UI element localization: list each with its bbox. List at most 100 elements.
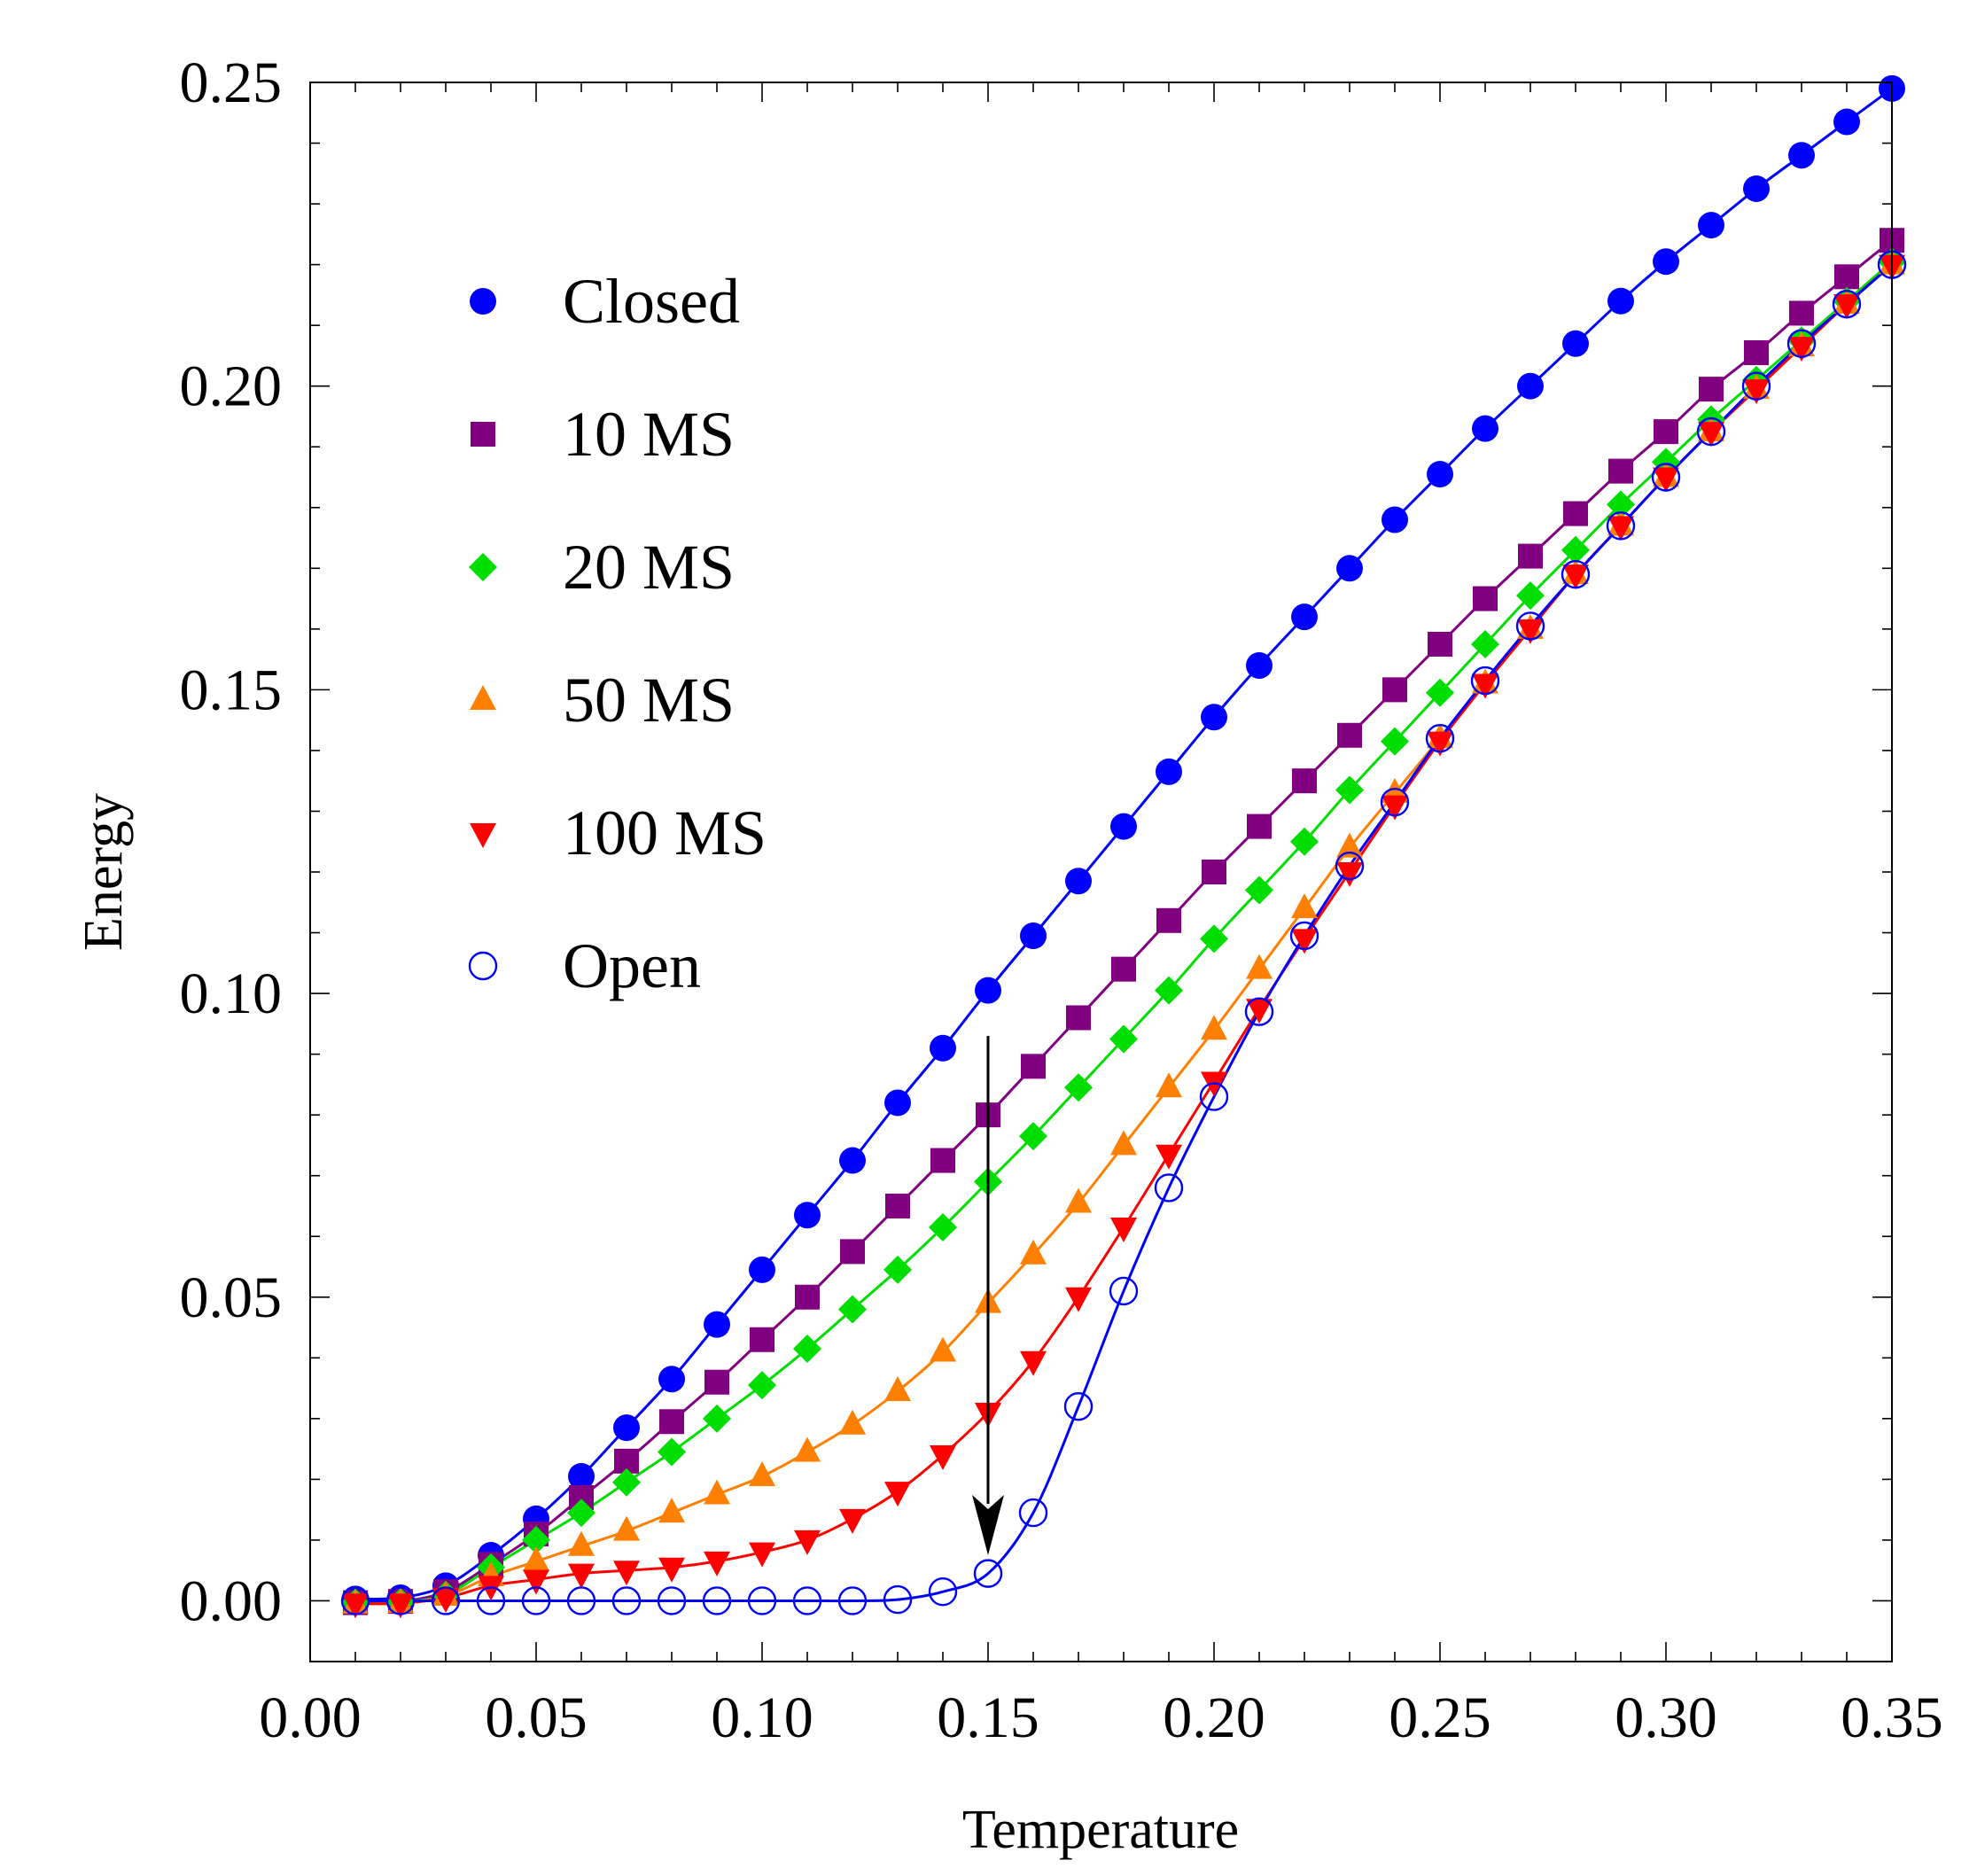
legend-label: 50 MS [563, 665, 735, 736]
point-closed [1110, 813, 1137, 840]
point-closed [975, 977, 1001, 1004]
point-open [883, 1584, 913, 1615]
point-closed [1291, 603, 1318, 631]
point-100-ms [1607, 516, 1634, 541]
point-open [1425, 724, 1455, 753]
point-closed [1562, 330, 1589, 357]
point-open [1154, 1173, 1184, 1203]
point-closed [1833, 108, 1860, 136]
point-open [1199, 1082, 1229, 1111]
point-50-ms [884, 1376, 911, 1402]
point-closed [1517, 372, 1544, 400]
point-closed [1427, 461, 1453, 488]
point-open [837, 1586, 868, 1615]
point-100-ms [1833, 294, 1860, 320]
point-open [1651, 463, 1681, 492]
legend-label: 20 MS [563, 532, 735, 603]
point-open [1289, 921, 1319, 951]
point-closed [1382, 506, 1408, 533]
legend-marker-10-ms [471, 422, 495, 447]
point-100-ms [1246, 999, 1273, 1024]
point-20-ms [838, 1295, 867, 1324]
point-20-ms [1064, 1073, 1093, 1102]
point-100-ms [1336, 862, 1363, 887]
legend-label: Closed [563, 266, 740, 337]
point-100-ms [1472, 673, 1498, 699]
point-closed [794, 1202, 821, 1229]
legend-marker-closed [470, 288, 496, 315]
point-50-ms [1020, 1239, 1047, 1265]
point-open [521, 1586, 551, 1615]
point-closed [1201, 704, 1227, 731]
point-open [1832, 289, 1862, 319]
point-20-ms [1019, 1122, 1047, 1151]
point-10-ms [1473, 586, 1498, 611]
point-100-ms [749, 1542, 775, 1568]
point-open [928, 1576, 958, 1607]
point-20-ms [1471, 629, 1499, 658]
x-axis-label: Temperature [962, 1800, 1239, 1860]
point-50-ms [568, 1530, 595, 1556]
point-100-ms [1788, 337, 1815, 362]
point-10-ms [1608, 458, 1633, 484]
point-20-ms [567, 1498, 595, 1528]
point-open [1470, 666, 1500, 696]
point-100-ms [387, 1593, 414, 1619]
point-20-ms [1245, 876, 1273, 905]
legend-marker-100-ms [470, 823, 496, 848]
point-100-ms [658, 1557, 685, 1583]
point-10-ms [1834, 264, 1859, 290]
point-open [1380, 787, 1410, 817]
point-closed [658, 1366, 685, 1393]
point-50-ms [523, 1545, 549, 1571]
point-20-ms [1109, 1024, 1138, 1054]
point-100-ms [1020, 1351, 1047, 1376]
point-closed [839, 1147, 866, 1174]
point-10-ms [885, 1193, 910, 1218]
plot-frame [309, 82, 1893, 1662]
point-50-ms [930, 1336, 956, 1362]
point-open [340, 1586, 370, 1615]
point-10-ms [1744, 339, 1769, 365]
point-10-ms [930, 1148, 955, 1173]
point-100-ms [1065, 1287, 1092, 1312]
x-tick-label: 0.30 [1615, 1685, 1717, 1750]
point-50-ms [1336, 832, 1363, 858]
point-open [702, 1586, 732, 1615]
point-50-ms [613, 1515, 640, 1541]
point-50-ms [1065, 1187, 1092, 1213]
point-open [476, 1586, 506, 1615]
point-20-ms [522, 1525, 550, 1554]
point-closed [1653, 248, 1679, 276]
point-closed [749, 1256, 775, 1283]
point-open [657, 1586, 687, 1615]
y-tick-label: 0.05 [180, 1265, 283, 1330]
y-axis-label: Energy [74, 793, 134, 951]
point-20-ms [1335, 775, 1364, 805]
y-tick-label: 0.20 [180, 354, 283, 419]
point-10-ms [1563, 501, 1588, 526]
point-10-ms [1518, 543, 1543, 569]
point-open [747, 1586, 777, 1615]
legend: Closed 10 MS 20 MS 50 MS 100 MS Open [468, 266, 767, 1001]
y-tick-label: 0.15 [180, 658, 283, 722]
point-open [385, 1586, 416, 1615]
point-open [1786, 329, 1817, 358]
point-closed [704, 1311, 730, 1338]
point-100-ms [1427, 731, 1453, 757]
point-open [1244, 997, 1274, 1026]
x-tick-label: 0.25 [1389, 1685, 1491, 1750]
legend-marker-50-ms [470, 685, 496, 710]
point-50-ms [658, 1498, 685, 1523]
point-100-ms [839, 1508, 866, 1534]
legend-label: 100 MS [563, 798, 767, 868]
x-tick-label: 0.15 [937, 1685, 1039, 1750]
point-open [973, 1559, 1003, 1588]
point-open [1561, 559, 1591, 589]
point-10-ms [659, 1409, 684, 1435]
x-tick-label: 0.10 [711, 1685, 813, 1750]
point-open [1606, 511, 1636, 541]
point-50-ms [839, 1409, 866, 1435]
point-50-ms [1201, 1015, 1227, 1040]
point-50-ms [1246, 954, 1273, 979]
